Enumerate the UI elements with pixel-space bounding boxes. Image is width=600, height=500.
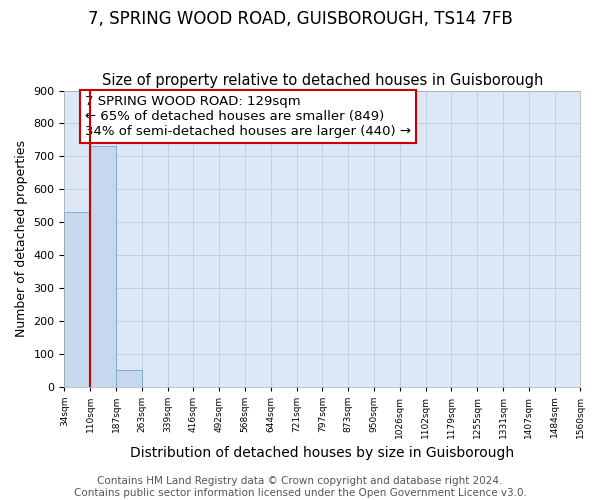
Bar [116,370,142,386]
Y-axis label: Number of detached properties: Number of detached properties [15,140,28,337]
Bar [64,212,90,386]
X-axis label: Distribution of detached houses by size in Guisborough: Distribution of detached houses by size … [130,446,515,460]
Title: Size of property relative to detached houses in Guisborough: Size of property relative to detached ho… [102,73,543,88]
Text: 7 SPRING WOOD ROAD: 129sqm
← 65% of detached houses are smaller (849)
34% of sem: 7 SPRING WOOD ROAD: 129sqm ← 65% of deta… [85,95,411,138]
Bar [90,146,116,386]
Text: Contains HM Land Registry data © Crown copyright and database right 2024.
Contai: Contains HM Land Registry data © Crown c… [74,476,526,498]
Text: 7, SPRING WOOD ROAD, GUISBOROUGH, TS14 7FB: 7, SPRING WOOD ROAD, GUISBOROUGH, TS14 7… [88,10,512,28]
